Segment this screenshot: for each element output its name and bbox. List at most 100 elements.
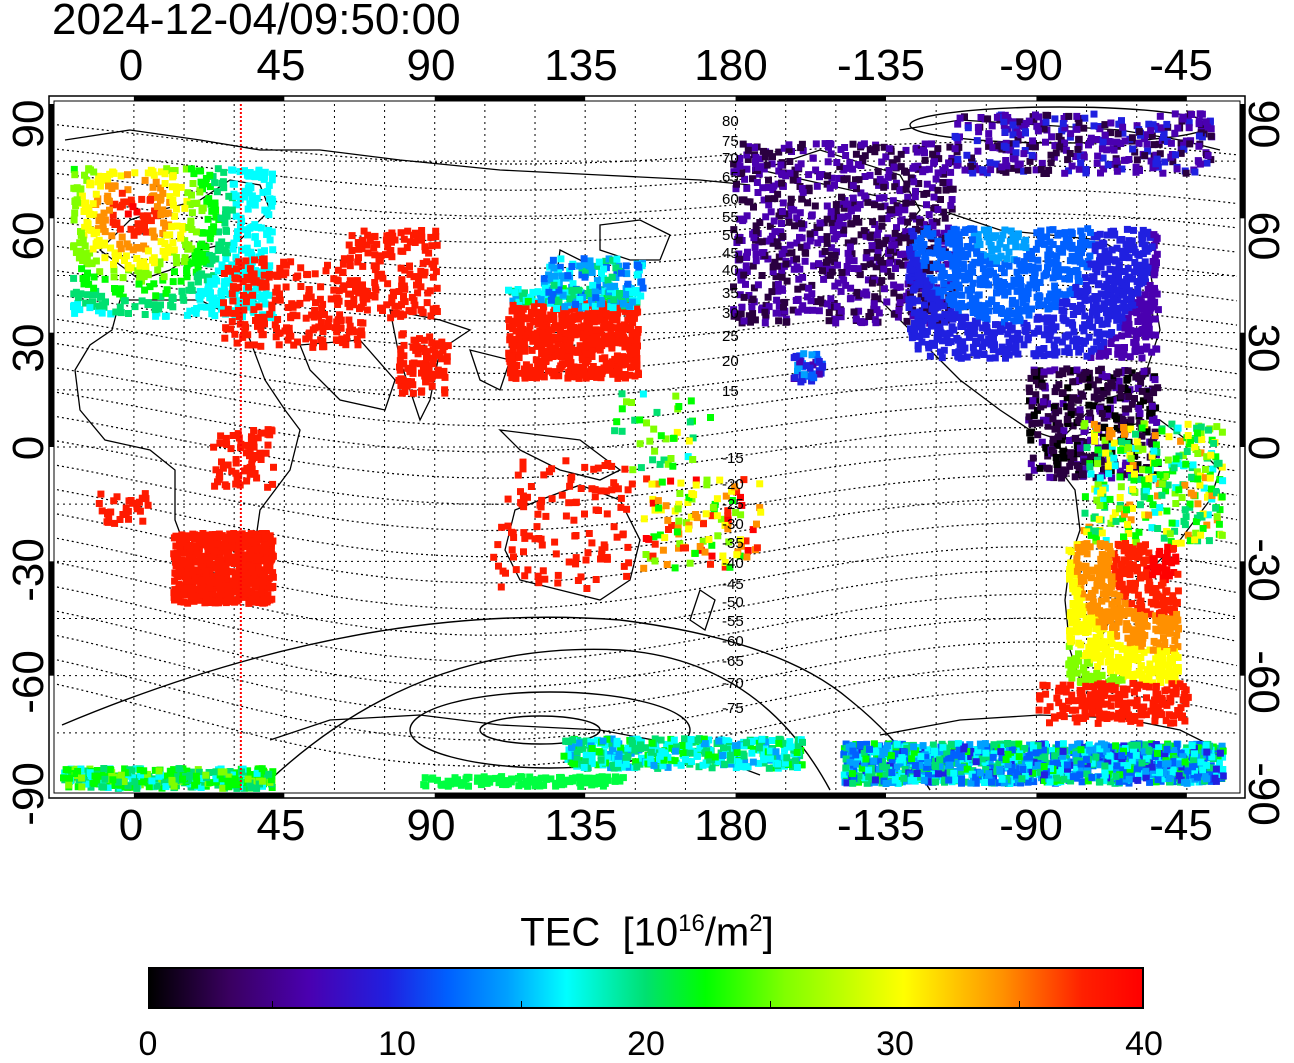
tec-sample-alaska — [874, 231, 881, 238]
tec-sample-asia — [387, 314, 394, 321]
tec-sample-east-asia — [532, 332, 539, 339]
tec-sample-alaska — [861, 192, 868, 199]
tec-sample-mideast — [266, 311, 273, 318]
tec-sample-india — [429, 383, 436, 390]
tec-sample-mideast — [305, 292, 312, 299]
tec-sample-north-america — [970, 280, 977, 287]
tec-sample-alaska — [827, 272, 834, 279]
tec-sample-south-africa — [226, 554, 233, 561]
tec-sample-east-asia — [527, 369, 534, 376]
tec-sample-mideast — [312, 270, 319, 277]
tec-sample-alaska — [751, 144, 758, 151]
tec-sample-mideast — [297, 264, 304, 271]
tec-sample-australia — [620, 531, 627, 538]
tec-sample-mideast — [231, 331, 238, 338]
tec-sample-pacific — [667, 478, 674, 485]
tec-sample-india — [430, 360, 437, 367]
tec-sample-india — [435, 370, 442, 377]
tec-sample-europe — [170, 278, 177, 285]
tec-sample-australia — [585, 549, 592, 556]
tec-sample-pacific — [643, 535, 650, 542]
tec-sample-north-america — [1058, 307, 1065, 314]
tec-sample-pacific — [664, 517, 671, 524]
tec-sample-europe — [147, 196, 154, 203]
tec-sample-japan — [589, 269, 596, 276]
tec-sample-north-america — [1046, 227, 1053, 234]
tec-sample-east-asia — [593, 334, 600, 341]
tec-sample-alaska — [780, 199, 787, 206]
tec-sample-pacific — [636, 416, 643, 423]
tec-sample-asia — [347, 255, 354, 262]
tec-sample-japan — [561, 303, 568, 310]
tec-sample-mideast — [338, 325, 345, 332]
tec-sample-india — [415, 350, 422, 357]
tec-sample-alaska — [869, 218, 876, 225]
tec-sample-east-asia — [566, 346, 573, 353]
tec-sample-alaska — [809, 307, 816, 314]
tec-sample-africa — [269, 481, 276, 488]
tec-sample-alaska — [807, 230, 814, 237]
tec-sample-north-america — [934, 335, 941, 342]
tec-sample-mideast — [320, 343, 327, 350]
tec-sample-alaska — [765, 201, 772, 208]
tec-sample-africa — [248, 436, 255, 443]
tec-sample-alaska — [832, 252, 839, 259]
tec-sample-europe — [217, 242, 224, 249]
tec-sample-north-america — [1072, 284, 1079, 291]
tec-sample-europe — [119, 190, 126, 197]
tec-sample-north-america — [1082, 239, 1089, 246]
tec-sample-east-asia — [547, 312, 554, 319]
tec-sample-alaska — [877, 257, 884, 264]
tec-sample-europe — [245, 206, 252, 213]
tec-sample-europe — [162, 313, 169, 320]
tec-sample-europe — [228, 166, 235, 173]
tec-sample-pacific — [707, 414, 714, 421]
tec-sample-north-america — [920, 311, 927, 318]
tec-sample-india — [418, 389, 425, 396]
tec-sample-asia — [401, 283, 408, 290]
tec-sample-alaska — [920, 147, 927, 154]
tec-sample-north-america — [934, 238, 941, 245]
tec-sample-north-america — [1002, 355, 1009, 362]
tec-sample-japan — [596, 259, 603, 266]
tec-sample-alaska — [744, 212, 751, 219]
tec-sample-east-asia — [516, 354, 523, 361]
tec-sample-mideast — [293, 312, 300, 319]
tec-sample-alaska — [759, 238, 766, 245]
tec-sample-australia — [542, 513, 549, 520]
tec-sample-alaska — [827, 185, 834, 192]
tec-sample-alaska — [748, 314, 755, 321]
tec-sample-north-america — [995, 254, 1002, 261]
tec-sample-australia — [597, 556, 604, 563]
tec-sample-europe — [197, 168, 204, 175]
tec-sample-east-asia — [601, 354, 608, 361]
tec-sample-alaska — [826, 317, 833, 324]
tec-sample-north-america — [988, 341, 995, 348]
tec-sample-north-america — [960, 303, 967, 310]
tec-sample-east-asia — [634, 362, 641, 369]
tec-sample-north-america — [1001, 269, 1008, 276]
tec-sample-europe — [116, 241, 123, 248]
tec-sample-india — [410, 390, 417, 397]
tec-sample-south-africa — [250, 578, 257, 585]
tec-sample-australia — [572, 560, 579, 567]
tec-sample-africa — [270, 464, 277, 471]
tec-sample-south-africa — [254, 556, 261, 563]
tec-sample-australia — [490, 554, 497, 561]
tec-sample-asia — [372, 284, 379, 291]
tec-sample-alaska — [833, 159, 840, 166]
tec-sample-alaska — [822, 248, 829, 255]
tec-sample-alaska — [824, 216, 831, 223]
tec-sample-asia — [432, 258, 439, 265]
tec-sample-pacific — [672, 564, 679, 571]
tec-sample-north-america — [921, 262, 928, 269]
tec-sample-pacific — [661, 534, 668, 541]
tec-sample-north-america — [1138, 279, 1145, 286]
tec-sample-east-asia — [594, 366, 601, 373]
tec-sample-south-africa — [199, 577, 206, 584]
tec-sample-europe — [110, 219, 117, 226]
tec-sample-japan — [587, 263, 594, 270]
tec-sample-north-america — [1014, 257, 1021, 264]
tec-sample-europe — [259, 189, 266, 196]
tec-sample-mideast — [287, 314, 294, 321]
